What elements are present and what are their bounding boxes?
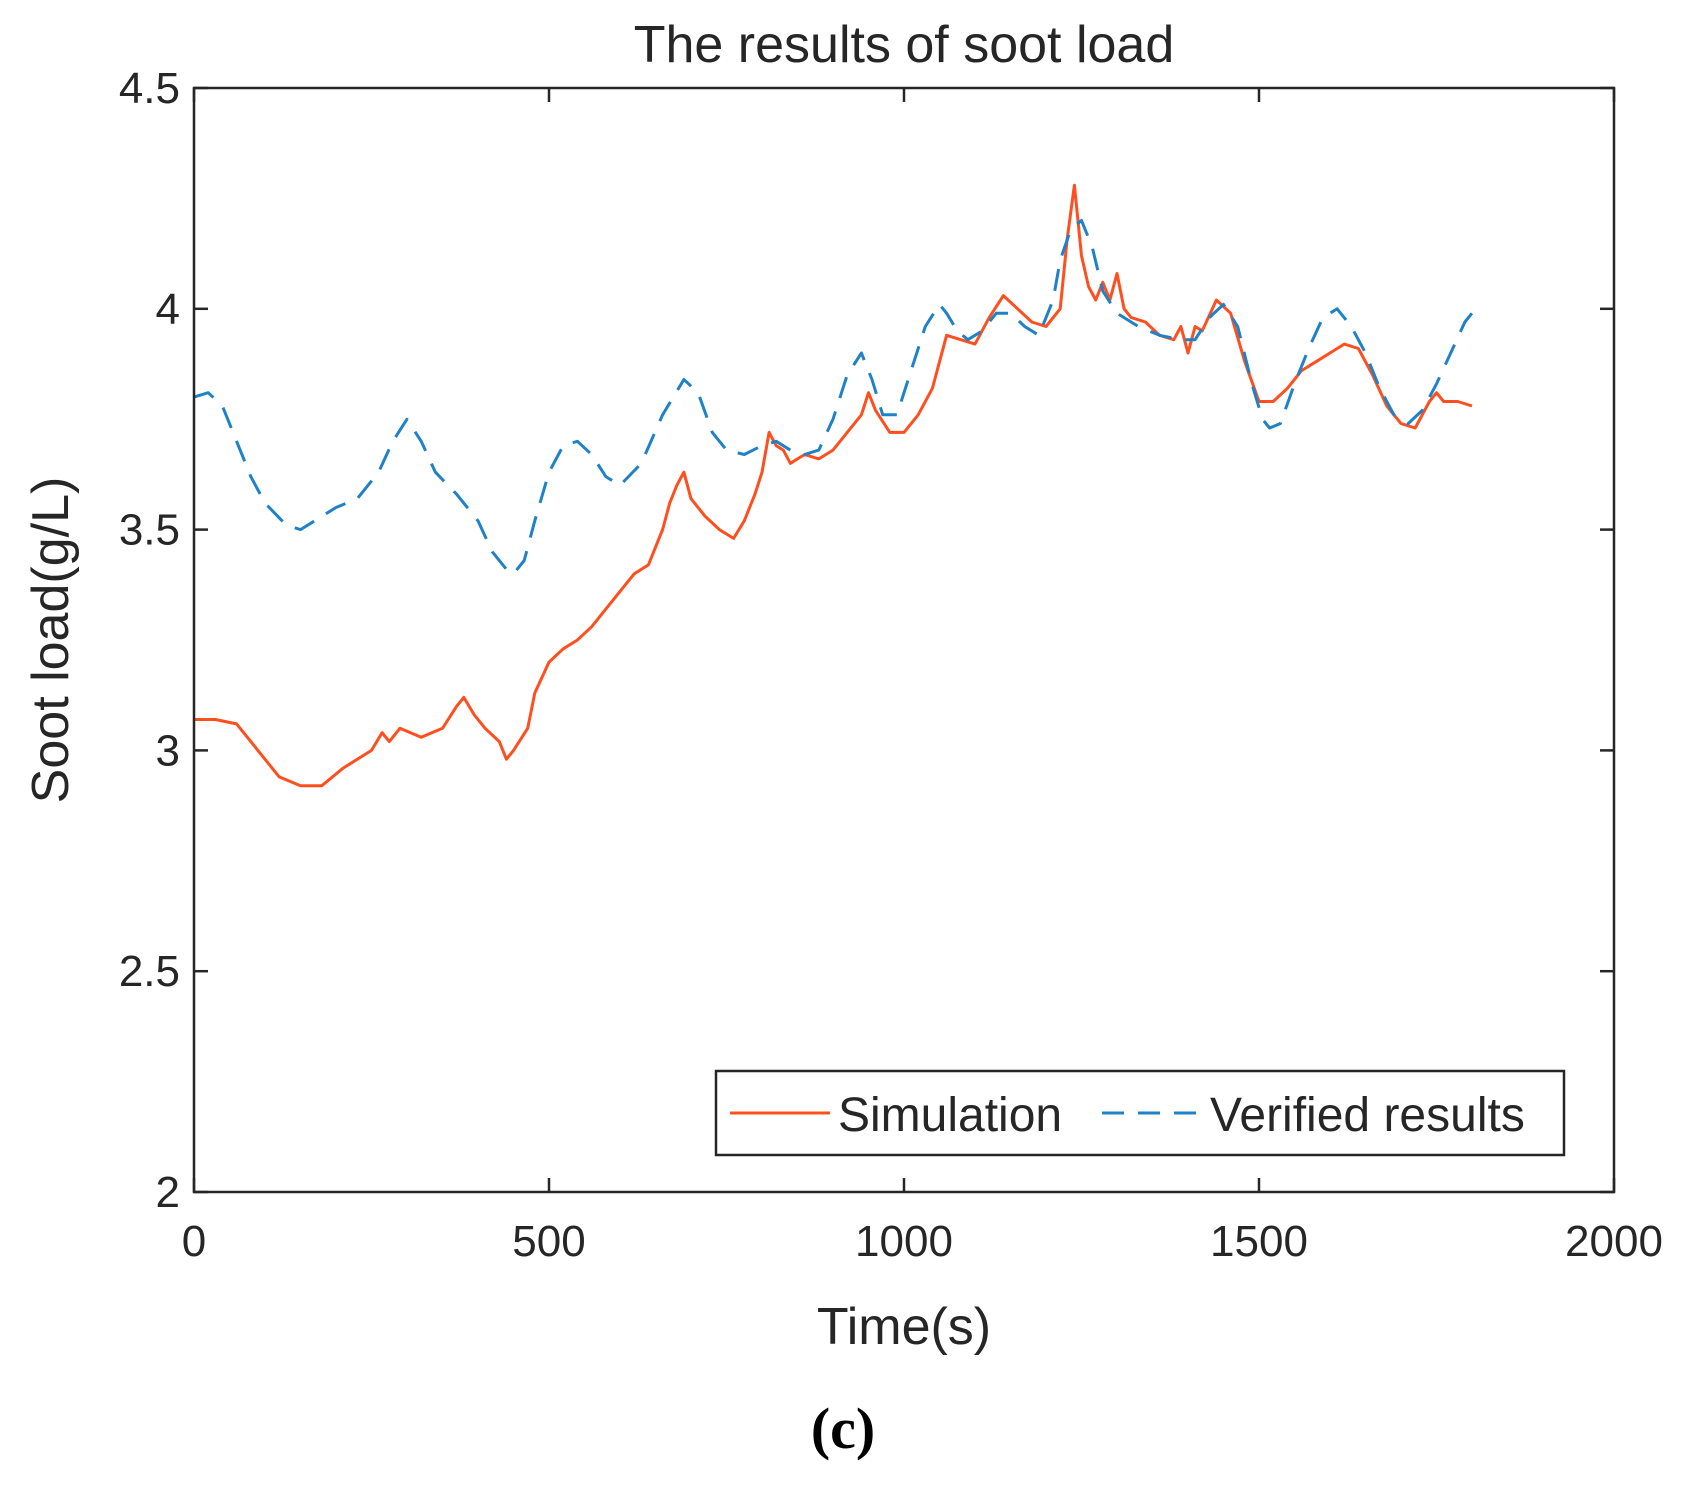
axes-box xyxy=(192,86,1616,1194)
chart-title: The results of soot load xyxy=(634,16,1175,74)
x-tick-labels: 0 500 1000 1500 2000 xyxy=(182,1217,1663,1266)
x-tick-label: 1000 xyxy=(855,1217,953,1266)
x-tick-label: 0 xyxy=(182,1217,206,1266)
y-tick-label: 2.5 xyxy=(119,947,180,996)
series-layer xyxy=(193,183,1477,788)
series-line-simulation xyxy=(194,183,1473,788)
plot-area xyxy=(194,88,1614,1192)
panel-label: (c) xyxy=(810,1396,876,1461)
y-tick-label: 4.5 xyxy=(119,64,180,113)
y-tick-labels: 2 2.5 3 3.5 4 4.5 xyxy=(119,64,180,1217)
y-tick-label: 3 xyxy=(156,726,180,775)
y-axis-label: Soot load(g/L) xyxy=(22,477,80,804)
legend-simulation-label: Simulation xyxy=(838,1089,1062,1142)
x-tick-label: 2000 xyxy=(1565,1217,1663,1266)
y-tick-label: 4 xyxy=(156,285,180,334)
legend: Simulation Verified results xyxy=(714,1069,1566,1157)
x-tick-label: 500 xyxy=(512,1217,585,1266)
series-line-verified-results xyxy=(193,219,1477,576)
y-tick-label: 3.5 xyxy=(119,506,180,555)
legend-verified-label: Verified results xyxy=(1210,1089,1525,1142)
y-tick-label: 2 xyxy=(156,1168,180,1217)
x-axis-label: Time(s) xyxy=(817,1298,991,1356)
x-tick-label: 1500 xyxy=(1210,1217,1308,1266)
